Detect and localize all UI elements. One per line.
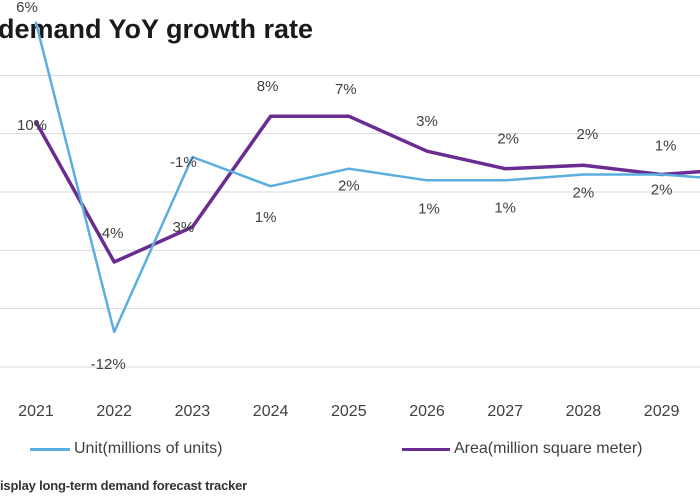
x-tick-label: 2023 xyxy=(175,403,211,420)
data-label-unit: 1% xyxy=(494,199,516,216)
data-labels: 6% -12% -1% 1% 2% 1% 1% 2% 2% 10% -4% 3% 8% 7% 3% 2% 2% 1… xyxy=(16,0,676,373)
data-label-area: 8% xyxy=(257,78,279,95)
data-label-area: 3% xyxy=(416,113,438,130)
series-line-area xyxy=(34,114,700,264)
data-label-unit: 2% xyxy=(338,178,360,195)
data-label-area: 7% xyxy=(335,81,357,98)
legend-swatch-area xyxy=(402,447,450,451)
gridlines xyxy=(0,74,700,368)
x-tick-label: 2021 xyxy=(18,403,54,420)
x-tick-label: 2029 xyxy=(644,403,680,420)
data-label-area: 2% xyxy=(577,126,599,143)
x-axis-ticks: 2021 2022 2023 2024 2025 2026 2027 2028 2029 xyxy=(18,403,679,420)
data-label-unit: 1% xyxy=(255,209,277,226)
data-label-area: 10% xyxy=(17,117,47,134)
legend-item-unit: Unit(millions of units) xyxy=(30,440,222,458)
data-label-unit: 2% xyxy=(573,185,595,202)
chart-title: demand YoY growth rate xyxy=(0,14,314,44)
x-tick-label: 2027 xyxy=(487,403,523,420)
legend-item-area: Area(million square meter) xyxy=(402,440,643,458)
data-label-unit: 6% xyxy=(16,0,38,16)
data-label-area: 3% xyxy=(173,219,195,236)
x-tick-label: 2025 xyxy=(331,403,367,420)
legend-label-area: Area(million square meter) xyxy=(454,440,643,457)
series-lines xyxy=(34,21,700,334)
x-tick-label: 2028 xyxy=(566,403,602,420)
data-label-unit: -1% xyxy=(170,154,197,171)
data-label-unit: 1% xyxy=(418,200,440,217)
legend-swatch-unit xyxy=(30,447,70,451)
data-label-area: -4% xyxy=(97,225,124,242)
data-label-unit: 2% xyxy=(651,182,673,199)
data-label-area: 2% xyxy=(497,131,519,148)
legend-label-unit: Unit(millions of units) xyxy=(74,440,223,457)
source-note: isplay long-term demand forecast tracker xyxy=(0,478,248,493)
series-line-unit xyxy=(34,21,700,334)
x-tick-label: 2024 xyxy=(253,403,289,420)
data-label-area: 1% xyxy=(655,138,677,155)
x-tick-label: 2026 xyxy=(409,403,445,420)
x-tick-label: 2022 xyxy=(96,403,132,420)
data-label-unit: -12% xyxy=(91,356,126,373)
